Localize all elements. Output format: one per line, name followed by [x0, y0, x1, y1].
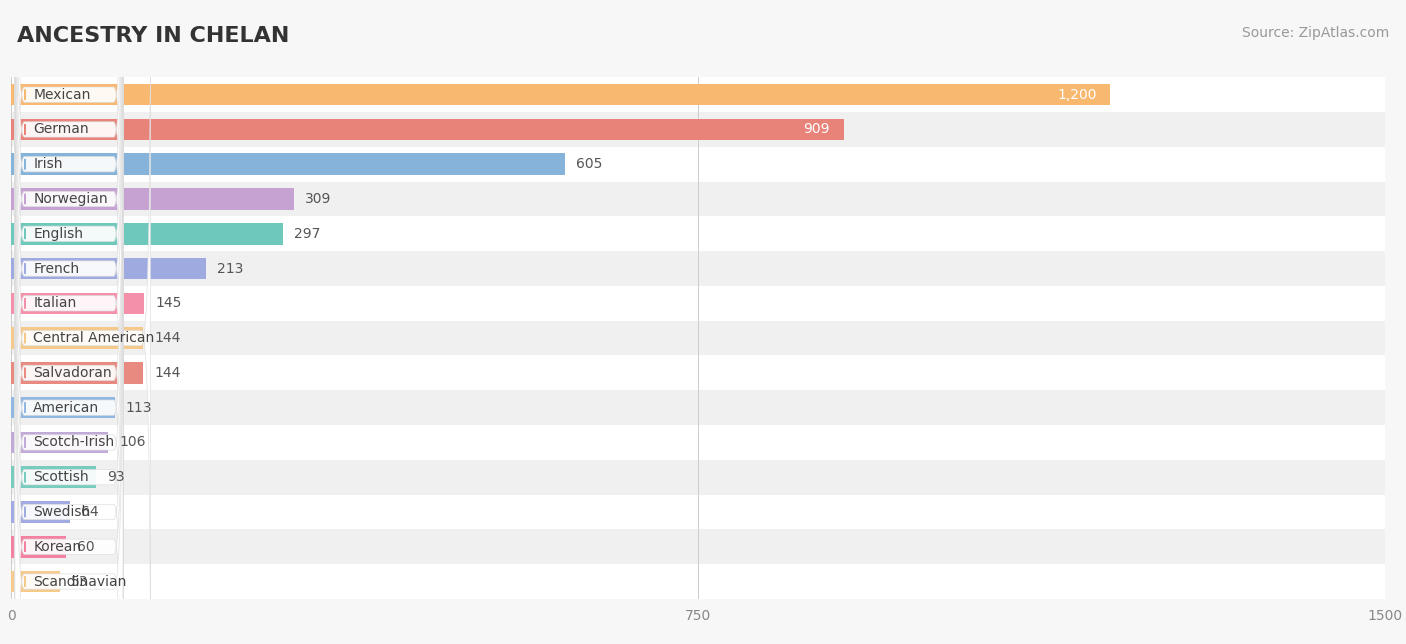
Text: 1,200: 1,200	[1057, 88, 1097, 102]
Bar	[11, 321, 1385, 355]
Text: 53: 53	[70, 574, 89, 589]
Text: Central American: Central American	[34, 331, 155, 345]
Text: 309: 309	[305, 192, 332, 206]
Text: 605: 605	[576, 157, 603, 171]
FancyBboxPatch shape	[15, 0, 122, 643]
Bar	[11, 112, 1385, 147]
Bar	[11, 564, 1385, 599]
Text: ANCESTRY IN CHELAN: ANCESTRY IN CHELAN	[17, 26, 290, 46]
Text: 106: 106	[120, 435, 146, 450]
Text: Swedish: Swedish	[34, 505, 90, 519]
Bar	[11, 223, 283, 245]
Text: French: French	[34, 261, 79, 276]
Bar	[11, 292, 143, 314]
Text: 93: 93	[107, 470, 125, 484]
Bar	[11, 362, 143, 384]
Bar	[11, 118, 844, 140]
Text: 60: 60	[77, 540, 94, 554]
FancyBboxPatch shape	[15, 33, 122, 644]
Text: 213: 213	[218, 261, 243, 276]
Text: Scotch-Irish: Scotch-Irish	[34, 435, 114, 450]
Text: 145: 145	[155, 296, 181, 310]
FancyBboxPatch shape	[15, 0, 122, 574]
Bar	[11, 258, 207, 279]
Bar	[11, 153, 565, 175]
FancyBboxPatch shape	[15, 0, 122, 435]
Text: 144: 144	[155, 366, 180, 380]
Bar	[11, 84, 1111, 106]
Text: Norwegian: Norwegian	[34, 192, 108, 206]
Bar	[11, 529, 1385, 564]
FancyBboxPatch shape	[15, 207, 122, 644]
FancyBboxPatch shape	[15, 0, 122, 469]
FancyBboxPatch shape	[15, 137, 122, 644]
Text: American: American	[34, 401, 100, 415]
Text: English: English	[34, 227, 83, 241]
Bar	[11, 571, 60, 592]
Text: Scottish: Scottish	[34, 470, 89, 484]
Bar	[11, 147, 1385, 182]
Bar	[11, 188, 294, 210]
Bar	[11, 425, 1385, 460]
Bar	[11, 390, 1385, 425]
Bar	[11, 216, 1385, 251]
FancyBboxPatch shape	[15, 242, 122, 644]
Bar	[11, 431, 108, 453]
Text: 64: 64	[82, 505, 98, 519]
Bar	[11, 501, 70, 523]
Text: 297: 297	[294, 227, 321, 241]
Text: Irish: Irish	[34, 157, 63, 171]
Bar	[11, 397, 115, 419]
FancyBboxPatch shape	[15, 0, 122, 504]
FancyBboxPatch shape	[15, 68, 122, 644]
Bar	[11, 466, 97, 488]
Text: 909: 909	[803, 122, 830, 137]
Text: German: German	[34, 122, 89, 137]
Text: Italian: Italian	[34, 296, 76, 310]
Text: 144: 144	[155, 331, 180, 345]
Text: Mexican: Mexican	[34, 88, 90, 102]
Bar	[11, 182, 1385, 216]
Text: Scandinavian: Scandinavian	[34, 574, 127, 589]
Bar	[11, 355, 1385, 390]
Bar	[11, 251, 1385, 286]
Text: 113: 113	[125, 401, 152, 415]
Bar	[11, 286, 1385, 321]
Text: Korean: Korean	[34, 540, 82, 554]
Bar	[11, 536, 66, 558]
FancyBboxPatch shape	[15, 102, 122, 644]
Bar	[11, 327, 143, 349]
Bar	[11, 77, 1385, 112]
FancyBboxPatch shape	[15, 0, 150, 644]
Bar	[11, 495, 1385, 529]
FancyBboxPatch shape	[15, 172, 122, 644]
FancyBboxPatch shape	[15, 0, 122, 539]
Text: Source: ZipAtlas.com: Source: ZipAtlas.com	[1241, 26, 1389, 40]
Bar	[11, 460, 1385, 495]
FancyBboxPatch shape	[15, 0, 122, 609]
Text: Salvadoran: Salvadoran	[34, 366, 112, 380]
